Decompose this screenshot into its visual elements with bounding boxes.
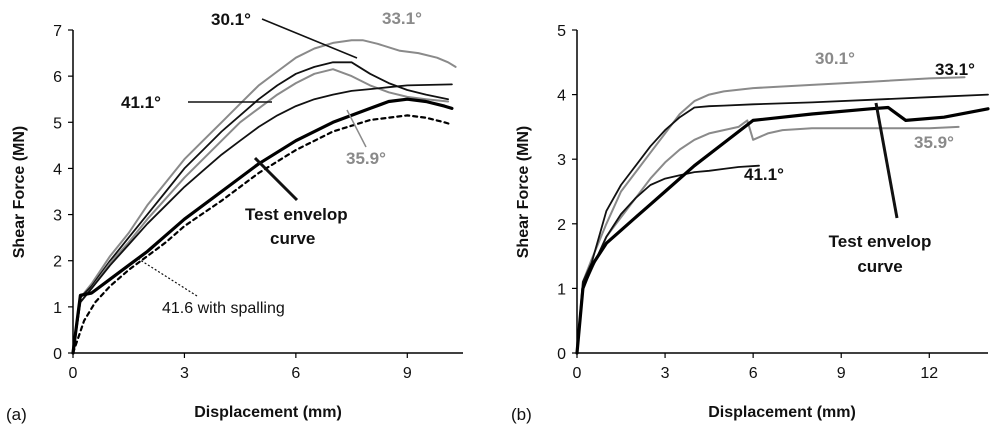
panel-a-x-tick-label: 0	[69, 365, 78, 382]
panel-a-leader-envelope	[253, 156, 299, 202]
panel-b-annotation-33-1: 33.1°	[935, 60, 975, 79]
panel-b-annotation-35-9: 35.9°	[914, 133, 954, 152]
panel-a-y-tick-label: 7	[53, 23, 62, 40]
panel-a-x-tick-label: 3	[180, 365, 189, 382]
panel-b-x-tick-label: 9	[837, 365, 846, 382]
panel-b-x-tick-label: 3	[661, 365, 670, 382]
panel-b-y-tick-label: 5	[557, 23, 566, 40]
panel-a: 0 3 6 9 0 1 2 3 4 5 6 7 Displacement (mm) Shear For…	[6, 9, 463, 424]
panel-a-y-tick-label: 3	[53, 208, 62, 225]
panel-a-annotation-35-9: 35.9°	[346, 149, 386, 168]
panel-a-ticks: 0 3 6 9 0 1 2 3 4 5 6 7	[53, 23, 412, 382]
panel-a-annotation-envelope-line1: Test envelop	[245, 205, 348, 224]
panel-a-series-line-5	[71, 114, 453, 355]
panel-a-y-tick-label: 6	[53, 69, 62, 86]
panel-a-series-line-4	[71, 97, 454, 355]
panel-b-series-line-4	[575, 105, 990, 355]
panel-a-annotation-30-1: 30.1°	[211, 10, 251, 29]
panel-b-x-tick-label: 12	[920, 365, 938, 382]
panel-b-annotation-envelope-line1: Test envelop	[829, 232, 932, 251]
panel-a-y-tick-label: 0	[53, 346, 62, 363]
panel-b-annotation-envelope-line2: curve	[857, 257, 902, 276]
panel-a-series-line-1	[72, 61, 449, 354]
panel-b-annotation-30-1: 30.1°	[815, 49, 855, 68]
panel-a-series	[71, 39, 457, 355]
panel-b-series-line-0	[576, 76, 966, 354]
panel-b-x-axis-title: Displacement (mm)	[708, 404, 856, 421]
panel-a-leader-30	[261, 18, 358, 59]
panel-a-series-line-3	[72, 83, 453, 354]
panel-b-y-tick-label: 3	[557, 152, 566, 169]
panel-a-series-line-0	[72, 39, 457, 354]
panel-a-y-axis-title: Shear Force (MN)	[11, 126, 28, 258]
panel-b-annotation-41-1: 41.1°	[744, 165, 784, 184]
panel-a-annotation-envelope-line2: curve	[270, 229, 315, 248]
panel-a-leader-spalling	[136, 257, 198, 297]
panel-a-y-tick-label: 5	[53, 115, 62, 132]
panel-b-series	[575, 76, 990, 355]
panel-a-x-tick-label: 6	[291, 365, 300, 382]
panel-b-y-tick-label: 0	[557, 346, 566, 363]
panel-a-y-tick-label: 2	[53, 254, 62, 271]
panel-a-x-tick-label: 9	[403, 365, 412, 382]
panel-b-series-line-1	[576, 93, 989, 354]
panel-b-x-tick-label: 0	[573, 365, 582, 382]
panel-b-x-tick-label: 6	[749, 365, 758, 382]
panel-a-annotation-spalling: 41.6 with spalling	[162, 300, 285, 317]
panel-a-x-axis-title: Displacement (mm)	[194, 404, 342, 421]
panel-a-label: (a)	[6, 405, 27, 424]
panel-b-y-tick-label: 4	[557, 88, 566, 105]
panel-b-leader-envelope	[874, 102, 899, 219]
panel-a-annotation-41-1: 41.1°	[121, 93, 161, 112]
panel-b-y-tick-label: 2	[557, 217, 566, 234]
panel-a-y-tick-label: 4	[53, 161, 62, 178]
panel-a-leader-359	[346, 109, 367, 148]
panel-a-annotation-33-1: 33.1°	[382, 9, 422, 28]
panel-b-y-tick-label: 1	[557, 281, 566, 298]
panel-b-label: (b)	[511, 405, 532, 424]
panel-b-series-line-3	[576, 164, 760, 354]
panel-a-y-tick-label: 1	[53, 300, 62, 317]
panel-b-y-axis-title: Shear Force (MN)	[515, 126, 532, 258]
